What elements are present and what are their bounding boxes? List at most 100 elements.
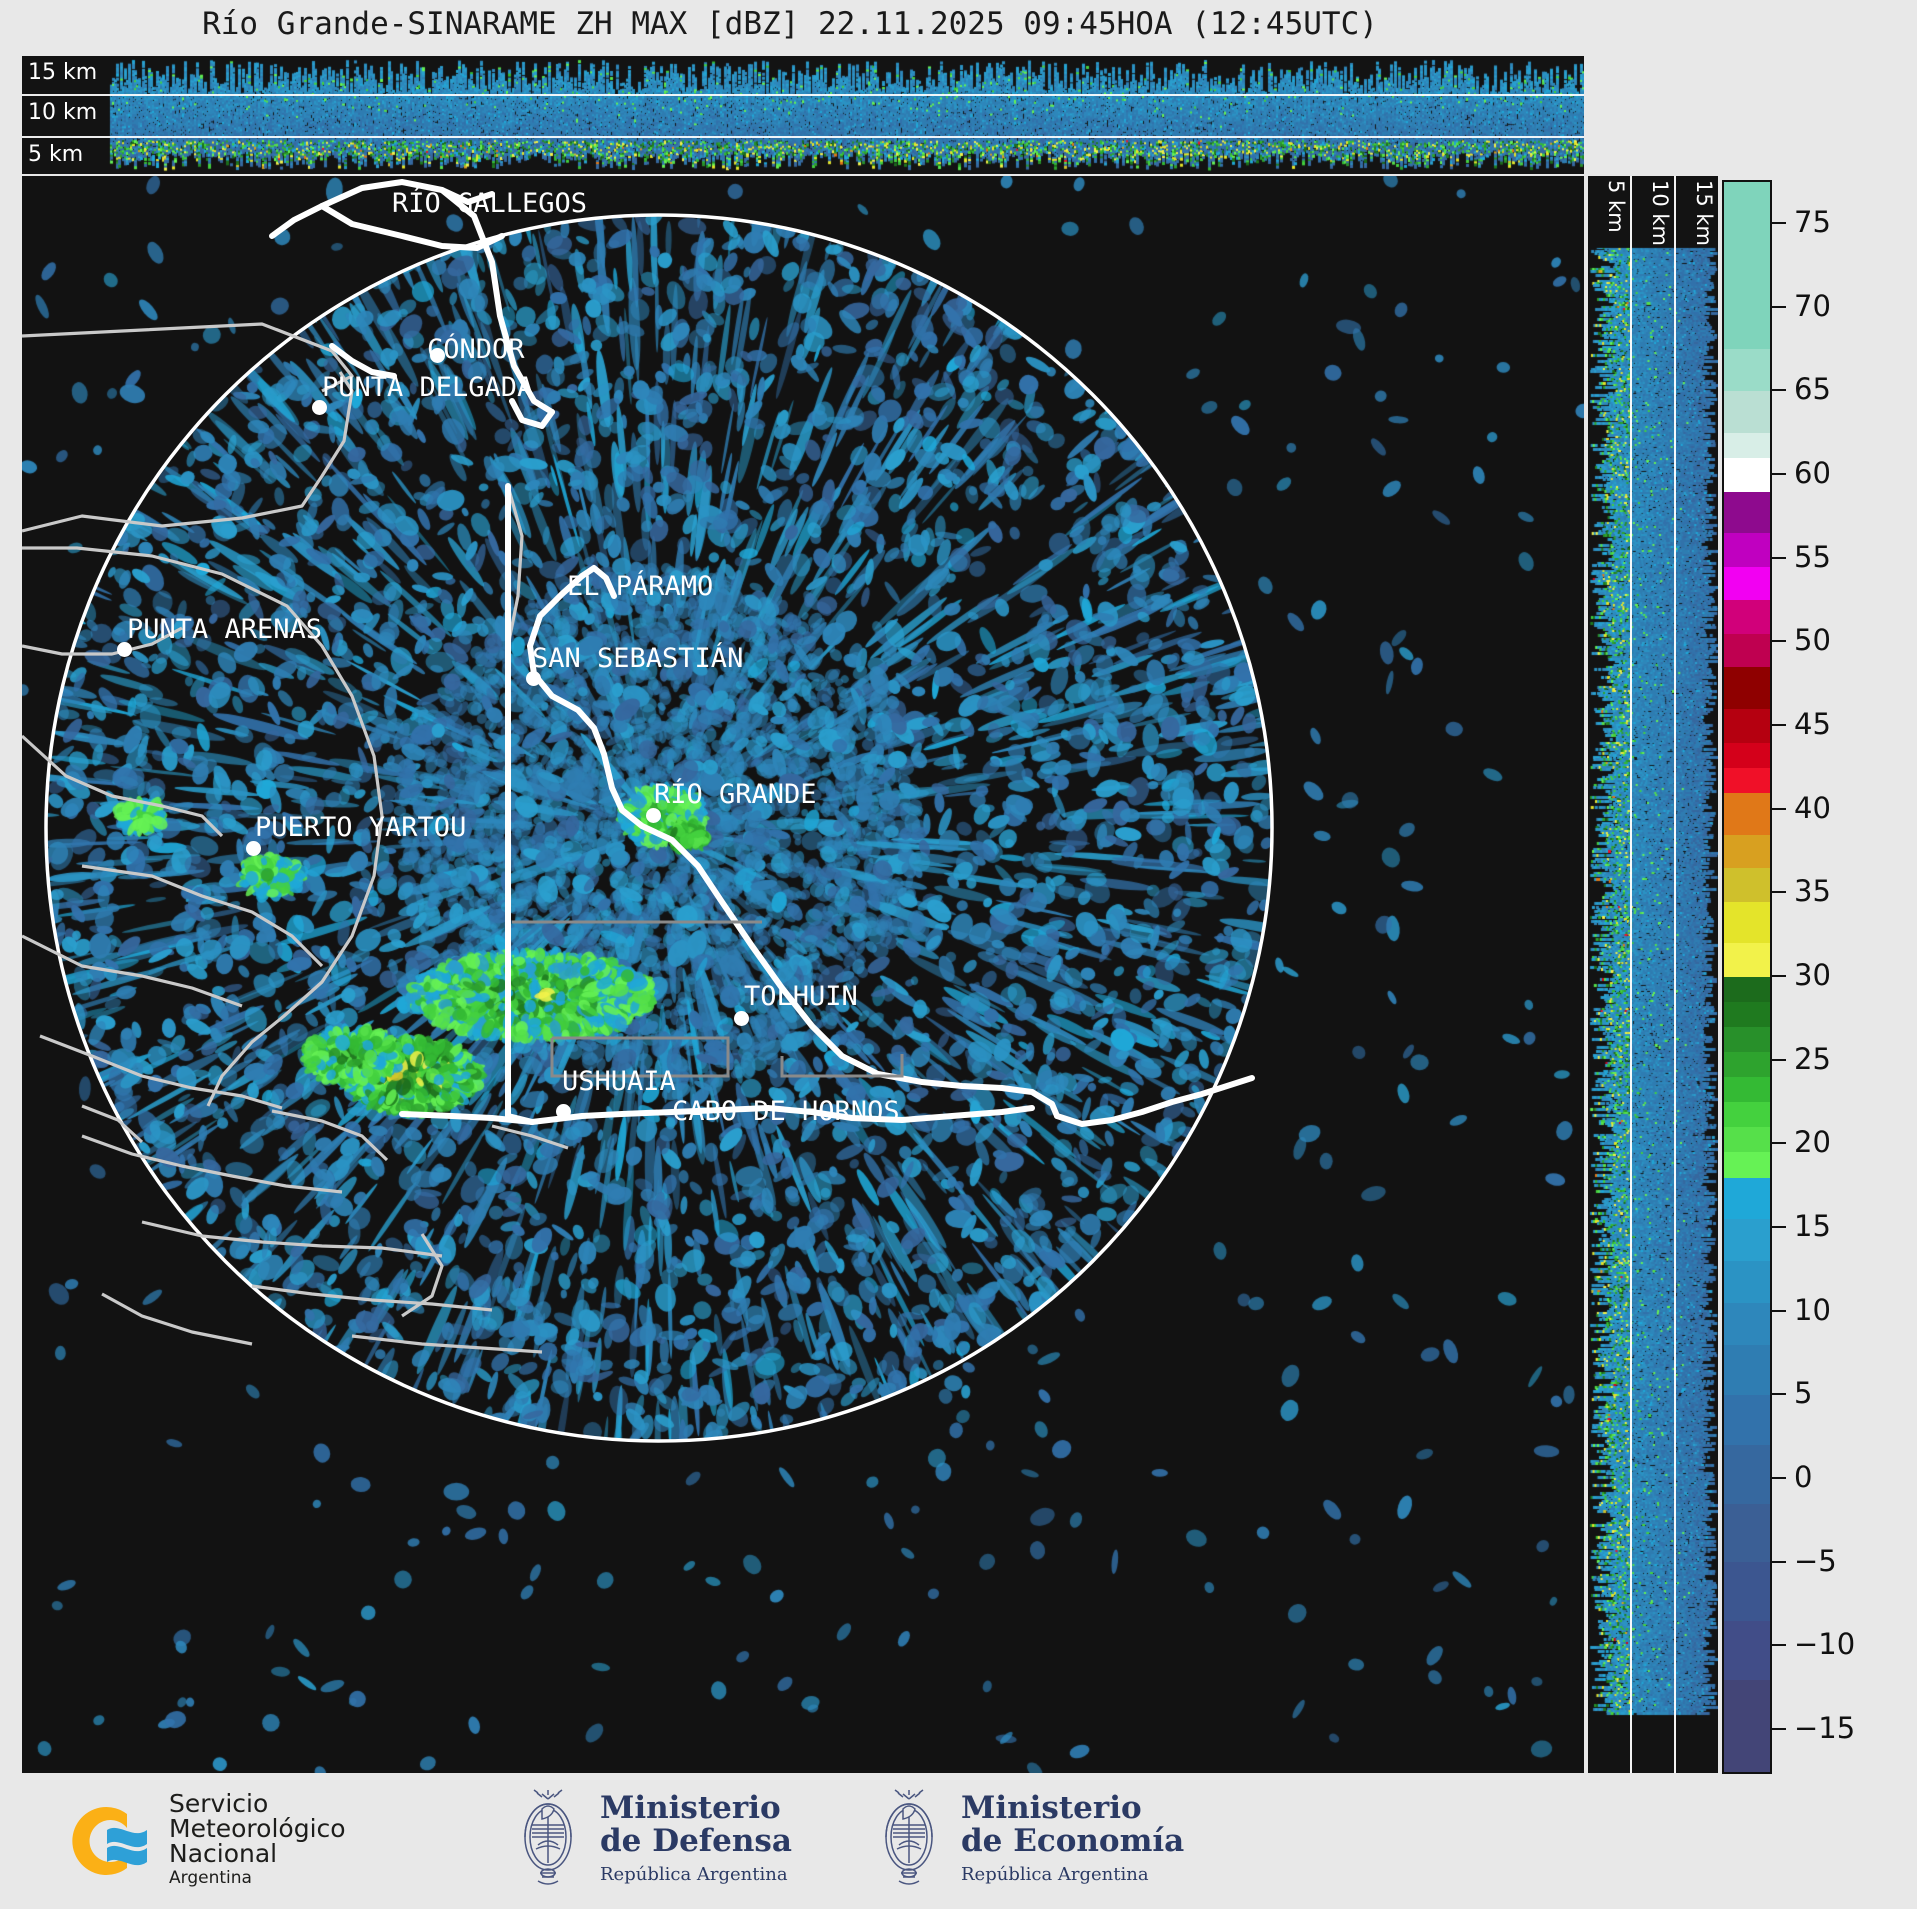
colorbar-segment bbox=[1724, 1621, 1770, 1680]
colorbar-segment bbox=[1724, 1503, 1770, 1563]
colorbar-segment bbox=[1724, 1152, 1770, 1178]
city-marker-dot bbox=[312, 400, 327, 415]
height-label-5km: 5 km bbox=[28, 142, 84, 167]
colorbar-tick bbox=[1770, 640, 1786, 643]
colorbar-segment bbox=[1724, 566, 1770, 601]
colorbar-tick-label: 0 bbox=[1794, 1460, 1813, 1495]
colorbar-segment bbox=[1724, 667, 1770, 710]
city-label: PUNTA DELGADA bbox=[322, 372, 534, 403]
colorbar-tick-label: 45 bbox=[1794, 706, 1831, 741]
colorbar-tick bbox=[1770, 891, 1786, 894]
economia-line-3: República Argentina bbox=[961, 1863, 1149, 1885]
colorbar-tick-label: 20 bbox=[1794, 1125, 1831, 1160]
smn-line-4: Argentina bbox=[169, 1868, 252, 1888]
colorbar-segment bbox=[1724, 458, 1770, 492]
colorbar-segment bbox=[1724, 1102, 1770, 1128]
colorbar-segment bbox=[1724, 391, 1770, 433]
defensa-line-3: República Argentina bbox=[600, 1863, 788, 1885]
city-marker-dot bbox=[526, 671, 541, 686]
colorbar-tick-label: 5 bbox=[1794, 1376, 1813, 1411]
colorbar-segment bbox=[1724, 1395, 1770, 1446]
city-marker-dot bbox=[246, 841, 261, 856]
city-marker-dot bbox=[734, 1011, 749, 1026]
colorbar-tick-label: −10 bbox=[1794, 1627, 1856, 1662]
colorbar-tick bbox=[1770, 305, 1786, 308]
city-label: EL PÁRAMO bbox=[567, 571, 714, 602]
radar-range-ring bbox=[44, 213, 1274, 1443]
colorbar-tick bbox=[1770, 556, 1786, 559]
colorbar-tick-label: 75 bbox=[1794, 204, 1831, 239]
colorbar-segment bbox=[1724, 834, 1770, 869]
colorbar-tick-label: 65 bbox=[1794, 372, 1831, 407]
ministerio-defensa-logo: Ministerio de Defensa República Argentin… bbox=[512, 1789, 792, 1893]
dbz-colorbar bbox=[1722, 180, 1772, 1774]
colorbar-tick-label: −15 bbox=[1794, 1711, 1856, 1746]
colorbar-segment bbox=[1724, 349, 1770, 392]
smn-logo: Servicio Meteorológico Nacional Argentin… bbox=[55, 1791, 346, 1891]
colorbar-tick bbox=[1770, 1644, 1786, 1647]
admin-boundary bbox=[512, 920, 904, 1078]
map-overlay bbox=[22, 179, 1274, 1443]
argentina-coat-of-arms-icon bbox=[524, 1789, 572, 1885]
city-label: TOLHUIN bbox=[744, 981, 858, 1012]
colorbar-segment bbox=[1724, 491, 1770, 534]
colorbar-tick bbox=[1770, 389, 1786, 392]
colorbar-segment bbox=[1724, 709, 1770, 743]
height-line-15km bbox=[22, 94, 1584, 96]
height-label-10km-v: 10 km bbox=[1648, 180, 1672, 247]
colorbar-tick-label: −5 bbox=[1794, 1543, 1837, 1578]
colorbar-segment bbox=[1724, 1052, 1770, 1078]
colorbar-tick-label: 50 bbox=[1794, 623, 1831, 658]
top-cross-section-canvas bbox=[22, 56, 1584, 174]
city-marker-dot bbox=[556, 1104, 571, 1119]
colorbar-tick-label: 70 bbox=[1794, 288, 1831, 323]
city-label: USHUAIA bbox=[562, 1066, 676, 1097]
colorbar-tick-label: 35 bbox=[1794, 874, 1831, 909]
colorbar-tick-label: 60 bbox=[1794, 455, 1831, 490]
economia-line-1: Ministerio bbox=[961, 1789, 1142, 1826]
smn-line-2: Meteorológico bbox=[169, 1814, 346, 1843]
colorbar-segment bbox=[1724, 1344, 1770, 1396]
colorbar-segment bbox=[1724, 182, 1770, 266]
colorbar-tick-label: 15 bbox=[1794, 1209, 1831, 1244]
colorbar-segment bbox=[1724, 1127, 1770, 1153]
colorbar-tick bbox=[1770, 1226, 1786, 1229]
city-label: SAN SEBASTIÁN bbox=[532, 643, 744, 674]
defensa-line-1: Ministerio bbox=[600, 1789, 781, 1826]
smn-line-1: Servicio bbox=[169, 1789, 269, 1818]
footer-logos: Servicio Meteorológico Nacional Argentin… bbox=[0, 1775, 1917, 1909]
colorbar-tick-label: 55 bbox=[1794, 539, 1831, 574]
height-line-10km-v bbox=[1674, 176, 1676, 1773]
height-label-15km: 15 km bbox=[28, 60, 98, 85]
colorbar-segment bbox=[1724, 633, 1770, 668]
smn-line-3: Nacional bbox=[169, 1839, 278, 1868]
colorbar-segment bbox=[1724, 976, 1770, 1002]
colorbar-segment bbox=[1724, 533, 1770, 567]
top-cross-section-panel: 15 km 10 km 5 km bbox=[22, 56, 1584, 174]
right-cross-section-panel: 5 km 10 km 15 km bbox=[1588, 176, 1718, 1773]
height-label-10km: 10 km bbox=[28, 100, 98, 125]
colorbar-tick bbox=[1770, 472, 1786, 475]
smn-mark-icon bbox=[72, 1807, 147, 1875]
ministerio-economia-logo: Ministerio de Economía República Argenti… bbox=[873, 1789, 1184, 1893]
colorbar-tick bbox=[1770, 975, 1786, 977]
colorbar-tick bbox=[1770, 1058, 1786, 1061]
radar-ppi-panel[interactable]: RÍO GALLEGOS CÓNDOR PUNTA DELGADA EL PÁRAMO… bbox=[22, 176, 1584, 1773]
height-label-5km-v: 5 km bbox=[1604, 180, 1628, 233]
colorbar-segment bbox=[1724, 1177, 1770, 1220]
colorbar-segment bbox=[1724, 1303, 1770, 1345]
height-label-15km-v: 15 km bbox=[1692, 180, 1716, 247]
colorbar-tick bbox=[1770, 1393, 1786, 1396]
height-line-5km-v bbox=[1630, 176, 1632, 1773]
colorbar-tick bbox=[1770, 1560, 1786, 1563]
colorbar-segment bbox=[1724, 901, 1770, 944]
colorbar-segment bbox=[1724, 868, 1770, 902]
colorbar-segment bbox=[1724, 1001, 1770, 1027]
city-marker-dot bbox=[117, 642, 132, 657]
colorbar-segment bbox=[1724, 600, 1770, 634]
colorbar-segment bbox=[1724, 1261, 1770, 1304]
colorbar-tick bbox=[1770, 1477, 1786, 1480]
city-label: PUNTA ARENAS bbox=[127, 614, 323, 645]
colorbar-segment bbox=[1724, 1679, 1770, 1772]
colorbar-tick bbox=[1770, 723, 1786, 726]
